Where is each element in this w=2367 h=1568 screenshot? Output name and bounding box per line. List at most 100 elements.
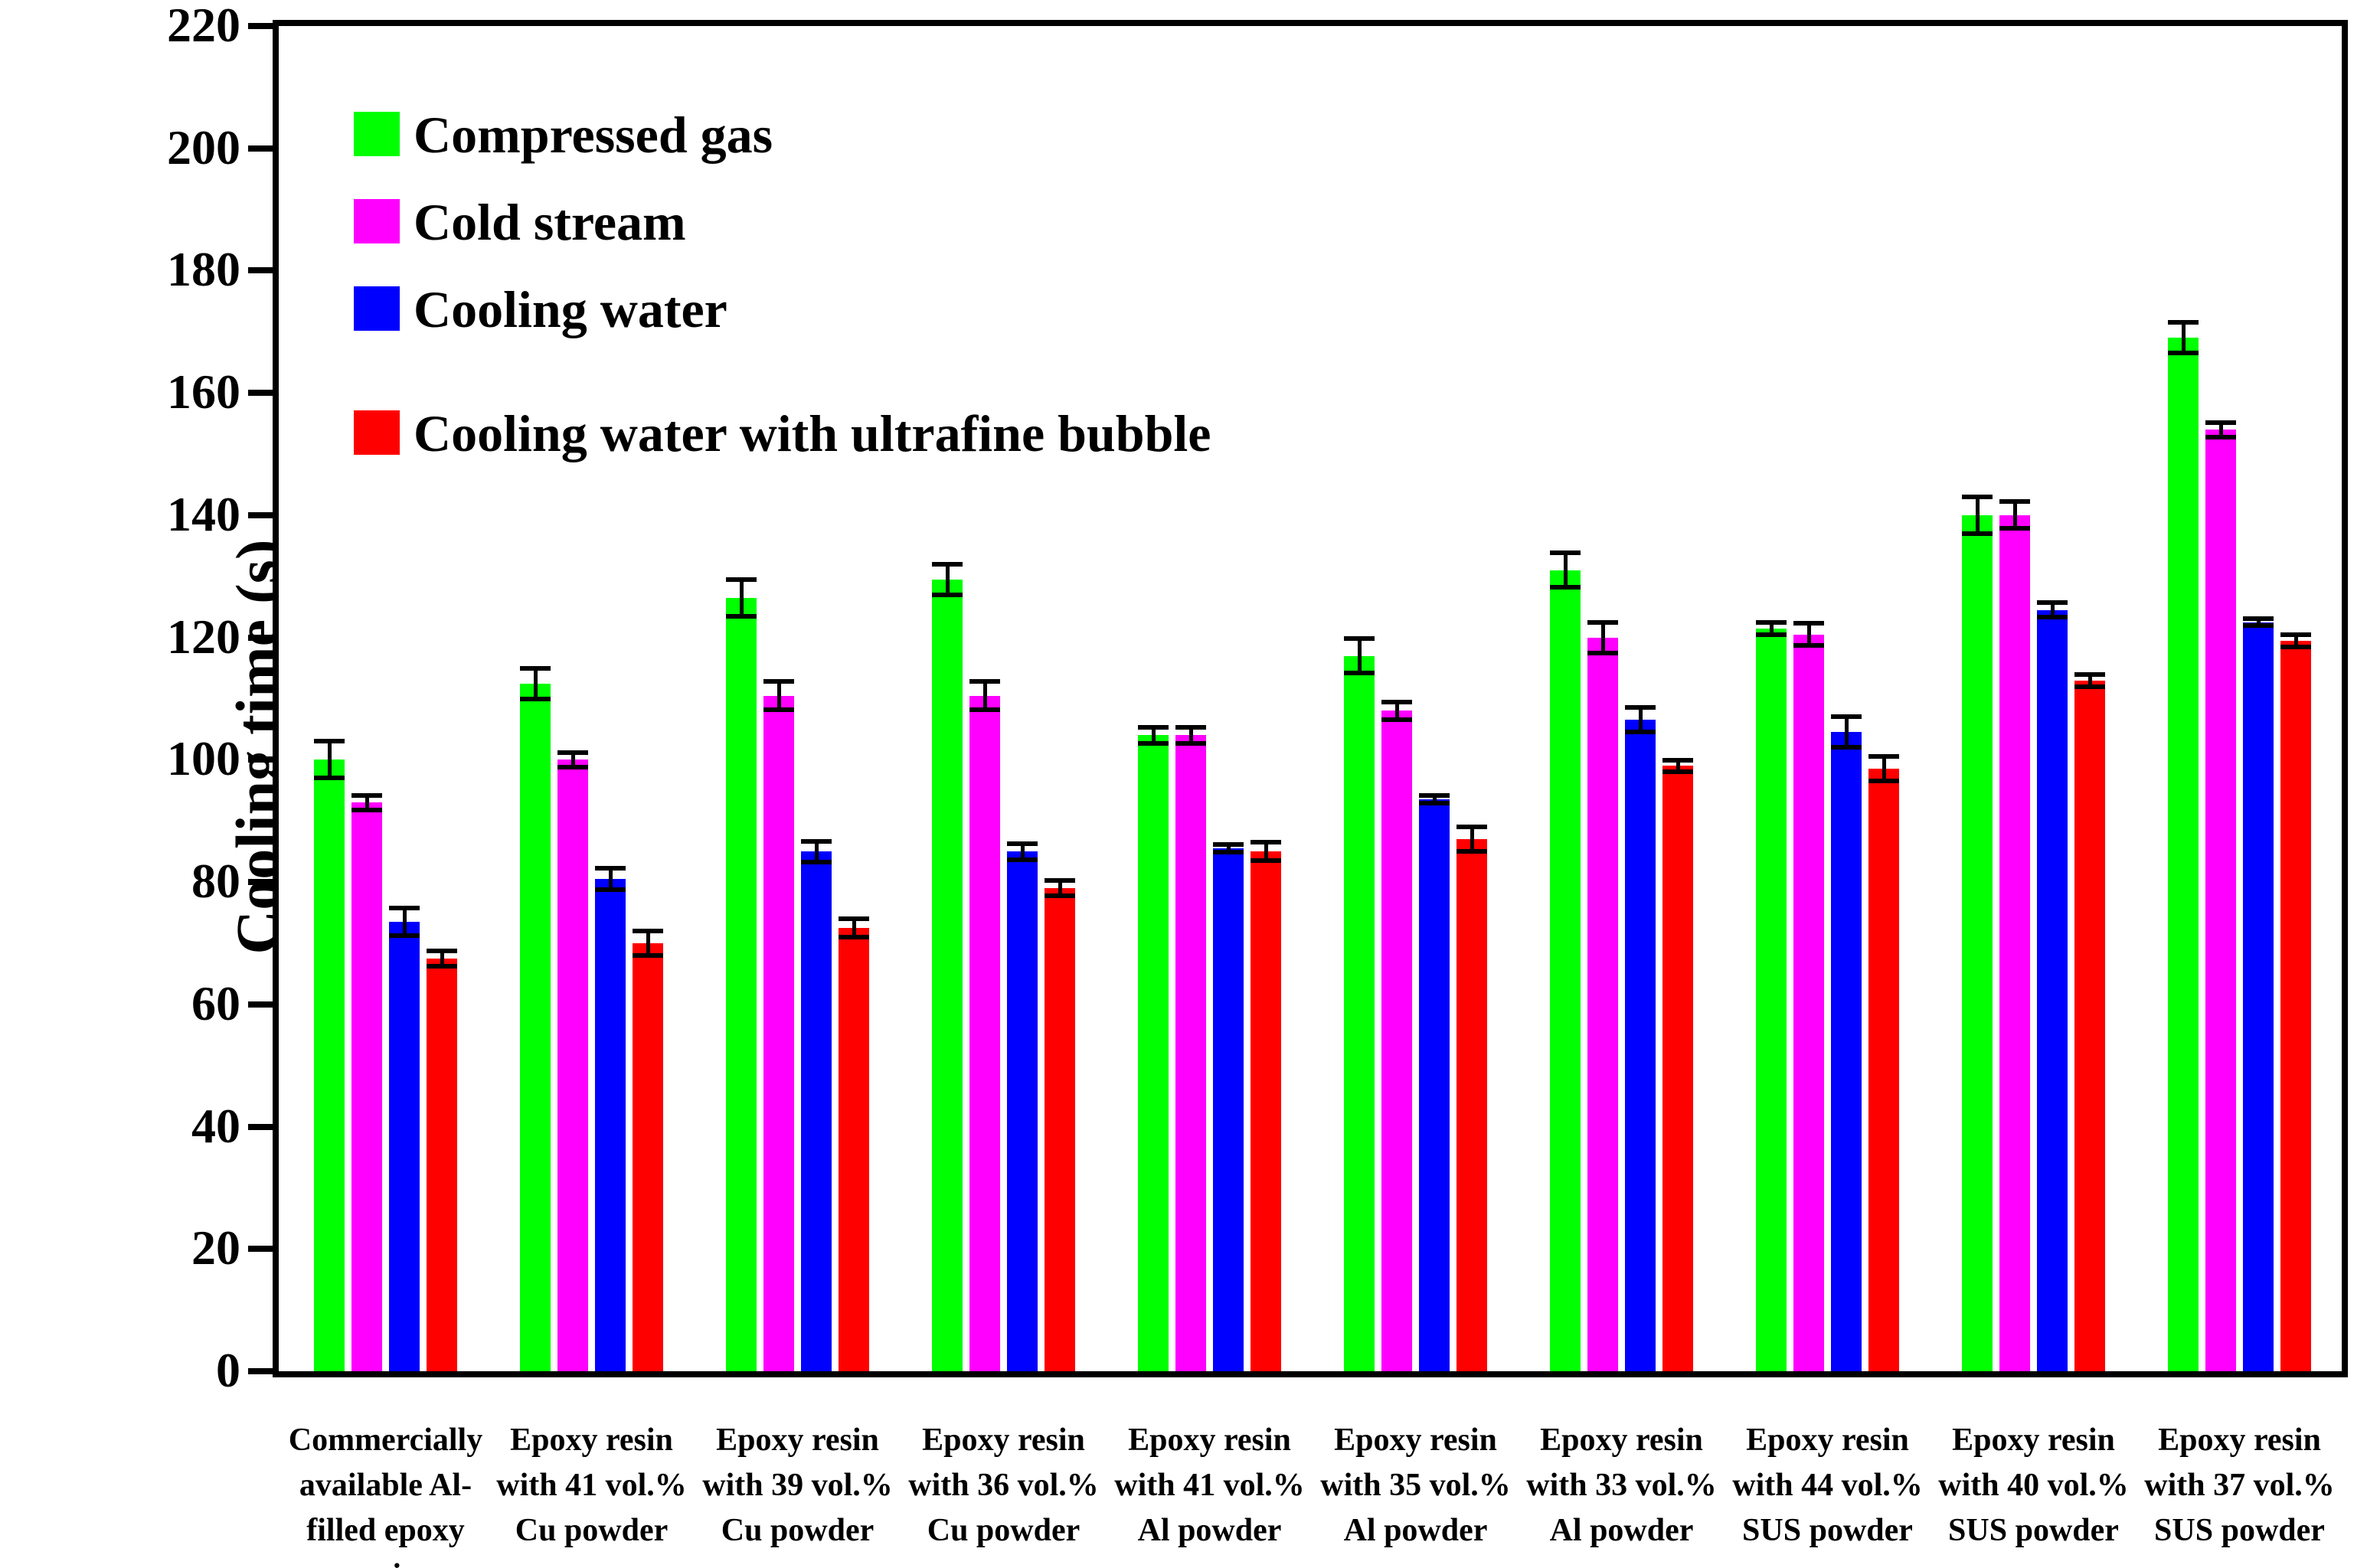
y-axis-tick [248,23,273,29]
error-bar-cap-top [1045,877,1075,883]
y-axis-tick-label: 200 [167,119,240,175]
error-bar-cap-bottom [1045,893,1075,899]
bar [969,695,1000,1371]
bar [389,922,420,1371]
x-category-label-line: Cu powder [721,1513,875,1548]
bar [2074,680,2105,1371]
legend-label: Cooling water with ultrafine bubble [414,404,1211,462]
error-bar-cap-top [1962,494,1993,499]
x-category-label-line: Epoxy resin [2158,1423,2321,1458]
bar [557,760,588,1371]
y-axis-tick-label: 100 [167,731,240,786]
error-bar-cap-top [2205,420,2236,425]
x-category-label: Epoxy resin with 37 vol.% SUS powder [2125,1418,2355,1553]
error-bar-cap-top [2168,320,2199,325]
x-category-label: Epoxy resin with 41 vol.% Cu powder [477,1418,707,1553]
error-bar-line [2218,422,2223,437]
error-bar-cap-bottom [2205,434,2236,439]
error-bar-cap-bottom [1587,650,1618,655]
x-category-label-line: Commercially [288,1423,483,1458]
y-axis-tick-label: 140 [167,486,240,541]
bar [1456,839,1487,1371]
bar [2280,640,2311,1371]
x-category-label-line: Al powder [1549,1513,1694,1548]
x-category-label: Epoxy resin with 41 vol.% Al powder [1095,1418,1325,1553]
bar [595,879,626,1371]
error-bar-line [533,668,538,699]
bar [1213,848,1244,1371]
error-bar-cap-bottom [1251,858,1281,864]
error-bar-line [1975,496,1980,534]
x-category-label-line: with 40 vol.% [1938,1468,2129,1503]
error-bar-line [1432,795,1437,804]
error-bar-cap-bottom [763,707,794,712]
error-bar-cap-bottom [1213,849,1244,854]
bar [1045,888,1075,1371]
x-category-label-line: resin [271,1553,501,1568]
x-category-label: Epoxy resin with 36 vol.% Cu powder [889,1418,1119,1553]
x-category-label: Epoxy resin with 33 vol.% Al powder [1507,1418,1737,1553]
error-bar-line [440,950,444,967]
x-category-label-line: Epoxy resin [1128,1423,1291,1458]
error-bar-cap-bottom [1793,643,1824,648]
legend-swatch-4 [354,410,400,455]
x-category-label: Epoxy resin with 35 vol.% Al powder [1301,1418,1531,1553]
x-category-label-line: with 33 vol.% [1526,1468,1717,1503]
error-bar-line [1020,843,1025,860]
bar [1344,655,1375,1371]
y-axis-tick [248,511,273,518]
error-bar-cap-top [763,679,794,684]
error-bar-cap-bottom [2037,615,2068,620]
x-category-label-line: Epoxy resin [922,1423,1085,1458]
error-bar-cap-bottom [595,887,626,893]
bar [633,942,663,1371]
error-bar-line [1882,756,1886,782]
x-category-label-line: Epoxy resin [1746,1423,1909,1458]
error-bar-cap-bottom [1381,717,1412,722]
error-bar-line [982,681,987,710]
x-category-label-line: available Al- [299,1468,472,1503]
y-axis-tick [248,879,273,886]
error-bar-line [2293,634,2298,647]
error-bar-line [945,564,950,595]
error-bar-cap-bottom [1756,632,1787,637]
error-bar-cap-top [932,561,963,567]
error-bar-cap-bottom [2168,351,2199,356]
bar [726,597,757,1371]
error-bar-cap-bottom [839,934,869,939]
bar [1868,769,1899,1371]
bar [2243,622,2274,1371]
bar [520,683,551,1371]
x-category-label: Epoxy resin with 39 vol.% Cu powder [683,1418,913,1553]
bar [1587,637,1618,1371]
error-bar-cap-bottom [1175,740,1206,746]
error-bar-cap-top [1007,841,1038,846]
error-bar-line [776,681,781,710]
y-axis-tick-label: 160 [167,364,240,420]
bar [1831,732,1862,1371]
error-bar-line [2256,618,2261,626]
error-bar-cap-top [633,928,663,933]
legend-swatch-2 [354,199,400,243]
bar [932,579,963,1371]
x-category-label-line: with 39 vol.% [702,1468,893,1503]
error-bar-cap-top [2037,600,2068,606]
x-category-label-line: filled epoxy [306,1513,465,1548]
error-bar-cap-bottom [1138,740,1169,746]
y-axis-tick [248,756,273,763]
y-axis-tick [248,145,273,152]
x-category-label-line: SUS powder [1948,1513,2119,1548]
x-category-label-line: with 41 vol.% [496,1468,687,1503]
error-bar-line [2087,674,2092,687]
y-axis-tick [248,1001,273,1008]
error-bar-line [570,752,575,767]
error-bar-cap-bottom [1007,857,1038,862]
legend-label: Cold stream [414,193,686,251]
error-bar-cap-top [389,906,420,911]
bar [1756,628,1787,1371]
x-category-label-line: Cu powder [515,1513,669,1548]
error-bar-cap-bottom [2280,644,2311,649]
error-bar-line [1058,880,1062,897]
error-bar-cap-top [726,577,757,582]
